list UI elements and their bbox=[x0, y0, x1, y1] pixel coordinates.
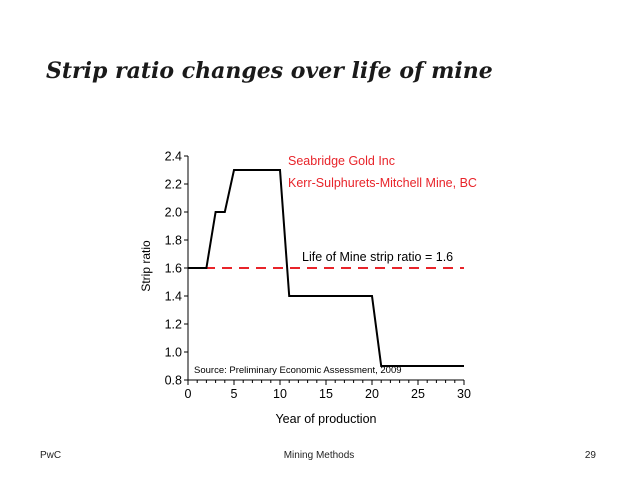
x-tick-label: 5 bbox=[231, 387, 238, 401]
x-tick-label: 25 bbox=[411, 387, 425, 401]
reference-line-label: Life of Mine strip ratio = 1.6 bbox=[302, 250, 453, 264]
footer-section: Mining Methods bbox=[283, 450, 355, 461]
y-axis-label: Strip ratio bbox=[139, 240, 153, 292]
y-tick-label: 2.2 bbox=[165, 178, 182, 192]
x-tick-label: 0 bbox=[185, 387, 192, 401]
x-tick-label: 30 bbox=[457, 387, 471, 401]
series-group bbox=[188, 169, 464, 367]
slide-title: Strip ratio changes over life of mine bbox=[46, 58, 493, 84]
x-ticks: 0 5 10 15 20 25 30 bbox=[185, 380, 471, 401]
y-ticks: 0.8 1.0 1.2 1.4 1.6 1.8 2.0 2.2 2.4 bbox=[165, 150, 188, 388]
y-tick-label: 1.8 bbox=[165, 234, 182, 248]
y-tick-label: 0.8 bbox=[165, 374, 182, 388]
footer-brand: PwC bbox=[40, 450, 62, 461]
x-axis-label: Year of production bbox=[275, 412, 376, 426]
y-tick-label: 1.6 bbox=[165, 262, 182, 276]
page-number: 29 bbox=[584, 450, 596, 461]
y-tick-label: 2.4 bbox=[165, 150, 182, 164]
y-tick-label: 2.0 bbox=[165, 206, 182, 220]
y-tick-label: 1.2 bbox=[165, 318, 182, 332]
source-annotation: Source: Preliminary Economic Assessment,… bbox=[194, 365, 402, 376]
y-tick-label: 1.0 bbox=[165, 346, 182, 360]
x-tick-label: 20 bbox=[365, 387, 379, 401]
y-tick-label: 1.4 bbox=[165, 290, 182, 304]
x-tick-label: 10 bbox=[273, 387, 287, 401]
x-tick-label: 15 bbox=[319, 387, 333, 401]
company-annotation: Seabridge Gold Inc bbox=[288, 154, 395, 168]
project-annotation: Kerr-Sulphurets-Mitchell Mine, BC bbox=[288, 176, 477, 190]
series-line bbox=[188, 169, 464, 367]
